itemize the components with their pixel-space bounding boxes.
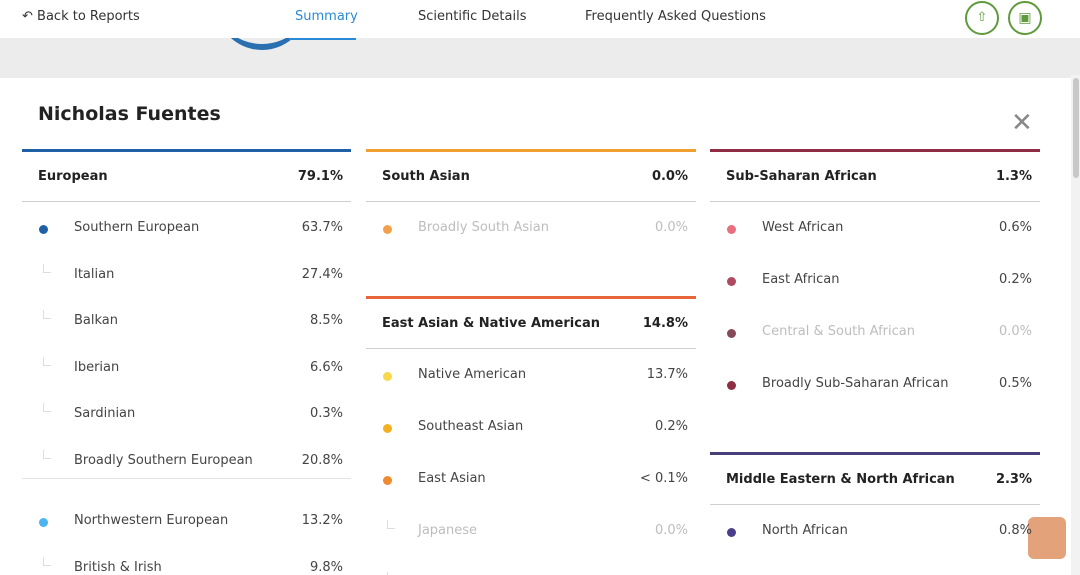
row-percent: 0.8% xyxy=(998,523,1032,538)
tab[interactable]: Summary xyxy=(295,9,358,24)
share-button[interactable]: ⇧ xyxy=(965,1,999,35)
dot xyxy=(727,528,736,537)
section-percent: 2.3% xyxy=(995,472,1032,487)
row-percent: 0.2% xyxy=(998,272,1032,287)
scroll-thumb[interactable] xyxy=(1073,78,1079,178)
row-percent: 63.7% xyxy=(301,220,343,235)
row-name: Iberian xyxy=(74,359,120,375)
section-bar xyxy=(366,296,696,299)
row-percent: 9.8% xyxy=(309,559,343,575)
row-name: Balkan xyxy=(74,313,119,328)
section-bar xyxy=(710,149,1040,152)
tab[interactable]: Frequently Asked Questions xyxy=(585,9,766,24)
dot xyxy=(727,277,736,286)
section-name: Sub-Saharan African xyxy=(726,169,877,184)
tab-underline xyxy=(289,38,356,40)
divider xyxy=(366,348,696,349)
dot xyxy=(39,225,48,234)
dot xyxy=(39,518,48,527)
row-percent: 0.0% xyxy=(654,523,688,538)
branch xyxy=(43,263,51,273)
row-percent: 6.6% xyxy=(309,359,343,375)
divider xyxy=(366,201,696,202)
row-name: Broadly Sub-Saharan African xyxy=(762,376,949,391)
divider xyxy=(710,201,1040,202)
avatar xyxy=(1028,517,1066,559)
row-name: Native American xyxy=(418,367,527,382)
branch xyxy=(43,556,51,566)
divider xyxy=(22,478,351,479)
tab[interactable]: Scientific Details xyxy=(418,9,527,24)
row-percent: 27.4% xyxy=(301,266,343,282)
section-name: Middle Eastern & North African xyxy=(726,472,955,487)
dot xyxy=(383,372,392,381)
row-percent: 0.3% xyxy=(309,406,343,421)
scrollbar[interactable] xyxy=(1071,75,1080,575)
dot xyxy=(383,225,392,234)
dot xyxy=(727,225,736,234)
branch xyxy=(43,449,51,459)
section-bar xyxy=(366,149,696,152)
section-bar xyxy=(22,149,351,152)
panel xyxy=(0,78,1070,575)
row-percent: 0.0% xyxy=(654,220,688,235)
row-percent: 20.8% xyxy=(301,452,343,468)
back-text[interactable]: Back to Reports xyxy=(37,9,140,24)
section-name: East Asian & Native American xyxy=(382,316,600,331)
row-name: Northwestern European xyxy=(74,513,229,528)
row-name: Central & South African xyxy=(762,324,915,339)
row-name: Sardinian xyxy=(74,406,136,421)
row-percent: 13.2% xyxy=(301,513,343,528)
row-percent: < 0.1% xyxy=(639,471,688,486)
dot xyxy=(383,476,392,485)
person-name: Nicholas Fuentes xyxy=(38,103,221,125)
branch xyxy=(387,520,395,529)
section-percent: 79.1% xyxy=(297,169,343,184)
section-percent: 1.3% xyxy=(995,169,1032,184)
nav-bar xyxy=(0,0,1080,38)
divider xyxy=(22,201,351,202)
section-name: European xyxy=(38,169,108,184)
header-band xyxy=(0,38,1080,78)
row-name: North African xyxy=(762,523,848,538)
row-name: Broadly Southern European xyxy=(74,452,253,468)
divider xyxy=(710,504,1040,505)
dot xyxy=(383,424,392,433)
branch xyxy=(43,310,51,319)
dot xyxy=(727,329,736,338)
row-name: Southern European xyxy=(74,220,200,235)
row-percent: 0.5% xyxy=(998,376,1032,391)
row-percent: 8.5% xyxy=(309,313,343,328)
row-percent: 0.2% xyxy=(654,419,688,434)
chart-arc xyxy=(212,0,312,50)
branch xyxy=(387,572,395,575)
row-percent: 0.0% xyxy=(998,324,1032,339)
branch xyxy=(43,356,51,366)
branch xyxy=(43,403,51,412)
section-percent: 14.8% xyxy=(642,316,688,331)
row-name: Italian xyxy=(74,266,115,282)
row-name: Southeast Asian xyxy=(418,419,524,434)
row-percent: 13.7% xyxy=(646,367,688,382)
section-name: South Asian xyxy=(382,169,470,184)
section-bar xyxy=(710,452,1040,455)
print-button[interactable]: ▣ xyxy=(1008,1,1042,35)
close-button[interactable]: ✕ xyxy=(1011,108,1033,138)
section-percent: 0.0% xyxy=(651,169,688,184)
row-name: Japanese xyxy=(418,523,478,538)
back-link[interactable]: ↶ Back to Reports xyxy=(22,9,140,24)
row-name: East African xyxy=(762,272,840,287)
row-percent: 0.6% xyxy=(998,220,1032,235)
row-name: British & Irish xyxy=(74,559,162,575)
row-name: Broadly South Asian xyxy=(418,220,549,235)
dot xyxy=(727,381,736,390)
row-name: West African xyxy=(762,220,844,235)
row-name: East Asian xyxy=(418,471,486,486)
